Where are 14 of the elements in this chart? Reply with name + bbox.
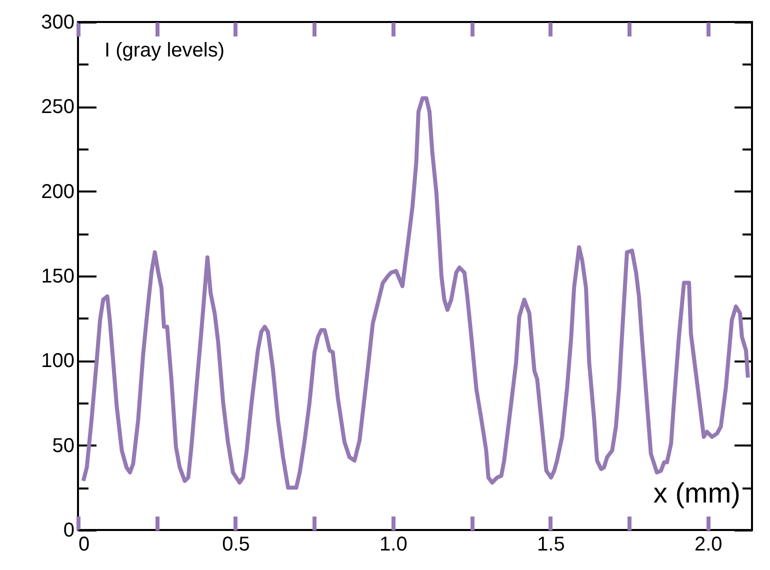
y-tick-label: 200 bbox=[41, 180, 74, 203]
x-axis-title: x (mm) bbox=[653, 478, 740, 508]
y-tick-label: 50 bbox=[52, 434, 74, 457]
x-tick-label: 1.5 bbox=[537, 534, 565, 556]
x-tick-label: 1.0 bbox=[380, 534, 408, 556]
x-tick-label: 0 bbox=[78, 534, 90, 556]
x-tick-label: 2.0 bbox=[694, 534, 722, 556]
y-tick-label: 150 bbox=[41, 266, 74, 288]
y-axis-title: I (gray levels) bbox=[104, 40, 225, 62]
y-tick-label: 0 bbox=[63, 520, 74, 542]
y-tick-label: 300 bbox=[41, 12, 74, 34]
y-tick-label: 250 bbox=[41, 96, 74, 118]
x-tick-label: 0.5 bbox=[222, 534, 250, 556]
y-tick-label: 100 bbox=[41, 350, 74, 372]
